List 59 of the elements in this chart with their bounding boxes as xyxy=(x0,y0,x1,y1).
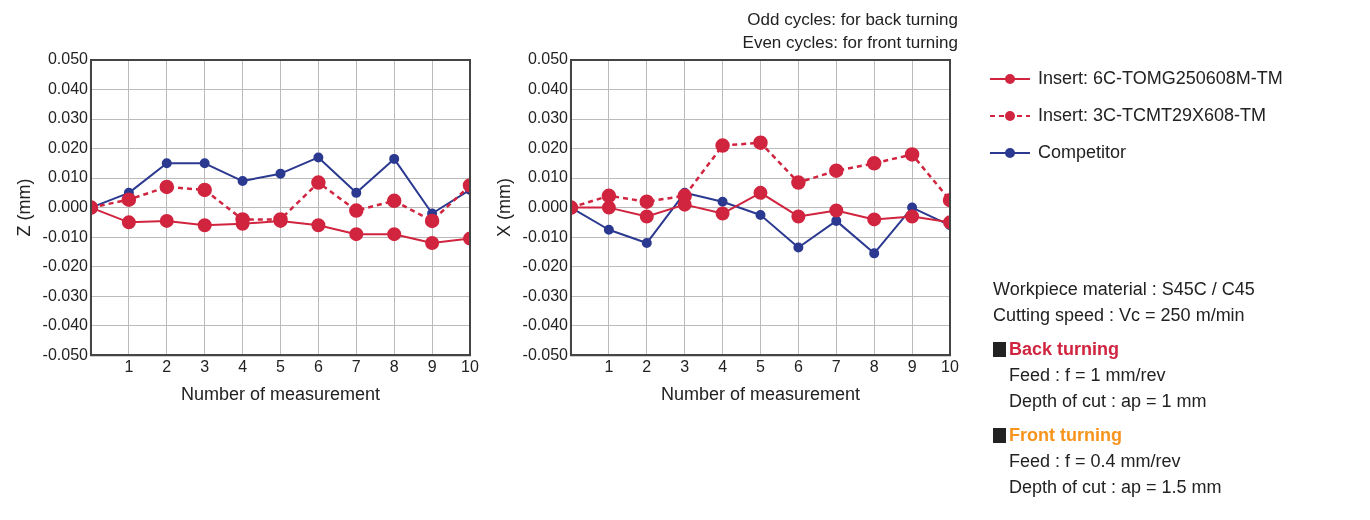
text: Depth of cut : ap = 1.5 mm xyxy=(1008,476,1223,499)
x-tick-label: 7 xyxy=(831,358,841,376)
y-tick-label: 0.020 xyxy=(527,138,569,156)
y-tick-label: -0.030 xyxy=(522,286,569,304)
x-tick-label: 5 xyxy=(276,358,286,376)
x-tick-label: 1 xyxy=(604,358,614,376)
y-tick-label: 0.050 xyxy=(47,50,89,68)
x-tick-label: 5 xyxy=(756,358,766,376)
x-tick-label: 8 xyxy=(869,358,879,376)
y-axis-title: X (mm) xyxy=(493,178,514,238)
y-tick-label: -0.030 xyxy=(42,286,89,304)
x-tick-label: 6 xyxy=(313,358,323,376)
x-tick-label: 1 xyxy=(124,358,134,376)
x-tick-label: 10 xyxy=(941,358,959,376)
x-tick-label: 4 xyxy=(238,358,248,376)
text: Feed : f = 0.4 mm/rev xyxy=(1008,450,1182,473)
x-tick-label: 10 xyxy=(461,358,479,376)
y-tick-label: -0.050 xyxy=(522,345,569,363)
y-tick-label: -0.040 xyxy=(42,316,89,334)
x-tick-label: 7 xyxy=(351,358,361,376)
y-tick-label: 0.010 xyxy=(47,168,89,186)
text: Workpiece material : S45C / C45 xyxy=(993,278,1255,301)
x-tick-label: 3 xyxy=(200,358,210,376)
y-tick-label: 0.010 xyxy=(527,168,569,186)
y-tick-label: -0.050 xyxy=(42,345,89,363)
text: Depth of cut : ap = 1 mm xyxy=(1008,390,1208,413)
y-tick-label: 0.000 xyxy=(527,198,569,216)
y-tick-label: -0.020 xyxy=(522,257,569,275)
x-tick-label: 9 xyxy=(427,358,437,376)
legend-label: Insert: 3C-TCMT29X608-TM xyxy=(1038,105,1267,126)
y-tick-label: -0.010 xyxy=(522,227,569,245)
text: Cutting speed : Vc = 250 m/min xyxy=(993,304,1246,327)
text: Back turning xyxy=(1009,338,1120,361)
y-tick-label: 0.030 xyxy=(47,109,89,127)
x-axis-title: Number of measurement xyxy=(180,384,381,405)
y-tick-label: 0.020 xyxy=(47,138,89,156)
x-tick-label: 6 xyxy=(793,358,803,376)
y-tick-label: -0.040 xyxy=(522,316,569,334)
text: Feed : f = 1 mm/rev xyxy=(1008,364,1167,387)
y-tick-label: 0.050 xyxy=(527,50,569,68)
text: Front turning xyxy=(1009,424,1122,447)
x-tick-label: 4 xyxy=(718,358,728,376)
y-tick-label: 0.040 xyxy=(527,79,569,97)
text: Odd cycles: for back turning xyxy=(746,9,958,31)
x-tick-label: 2 xyxy=(162,358,172,376)
legend-label: Insert: 6C-TOMG250608M-TM xyxy=(1038,68,1283,89)
legend-label: Competitor xyxy=(1038,142,1127,163)
x-tick-label: 8 xyxy=(389,358,399,376)
y-tick-label: 0.040 xyxy=(47,79,89,97)
x-tick-label: 9 xyxy=(907,358,917,376)
x-axis-title: Number of measurement xyxy=(660,384,861,405)
y-tick-label: 0.000 xyxy=(47,198,89,216)
y-axis-title: Z (mm) xyxy=(13,178,34,237)
y-tick-label: -0.020 xyxy=(42,257,89,275)
y-tick-label: 0.030 xyxy=(527,109,569,127)
x-tick-label: 3 xyxy=(680,358,690,376)
text: Even cycles: for front turning xyxy=(742,32,958,54)
x-tick-label: 2 xyxy=(642,358,652,376)
y-tick-label: -0.010 xyxy=(42,227,89,245)
